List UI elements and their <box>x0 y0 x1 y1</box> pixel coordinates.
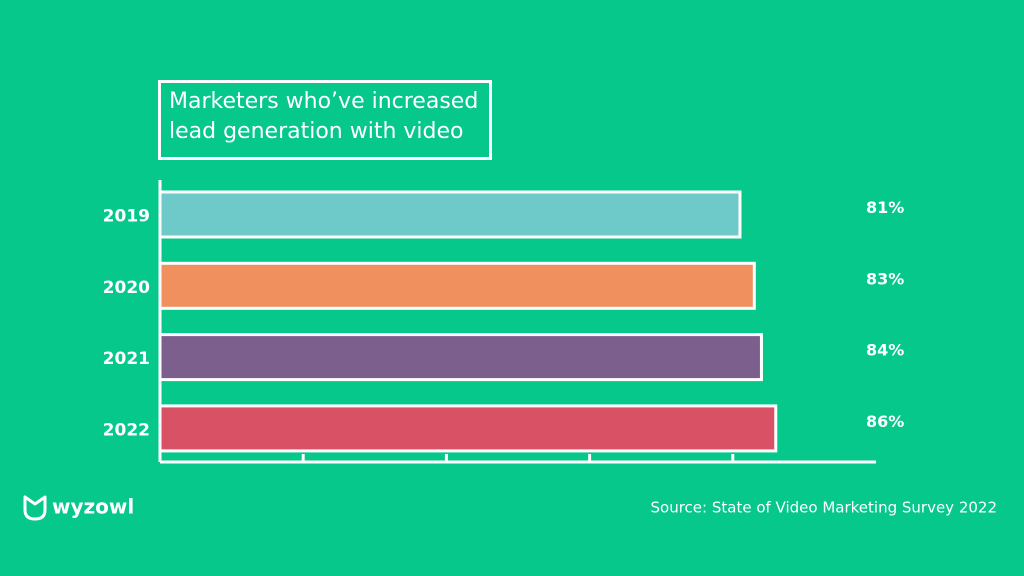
source: Source: State of Video Marketing Survey … <box>651 499 997 517</box>
y-tick-label: 2022 <box>103 420 150 440</box>
value-label: 84% <box>866 341 904 360</box>
chart-title: Marketers who’ve increased lead generati… <box>158 80 492 160</box>
logo: wyzowl <box>52 495 134 519</box>
y-tick-label: 2019 <box>103 207 150 227</box>
logo-icon <box>23 495 47 521</box>
bar <box>158 333 763 382</box>
y-tick-label: 2021 <box>103 349 150 369</box>
value-label: 86% <box>866 412 904 431</box>
value-label: 83% <box>866 269 904 288</box>
value-label: 81% <box>866 198 904 217</box>
bar <box>158 261 756 310</box>
y-tick-label: 2020 <box>103 278 150 298</box>
bar <box>158 190 742 239</box>
bar <box>158 404 778 453</box>
